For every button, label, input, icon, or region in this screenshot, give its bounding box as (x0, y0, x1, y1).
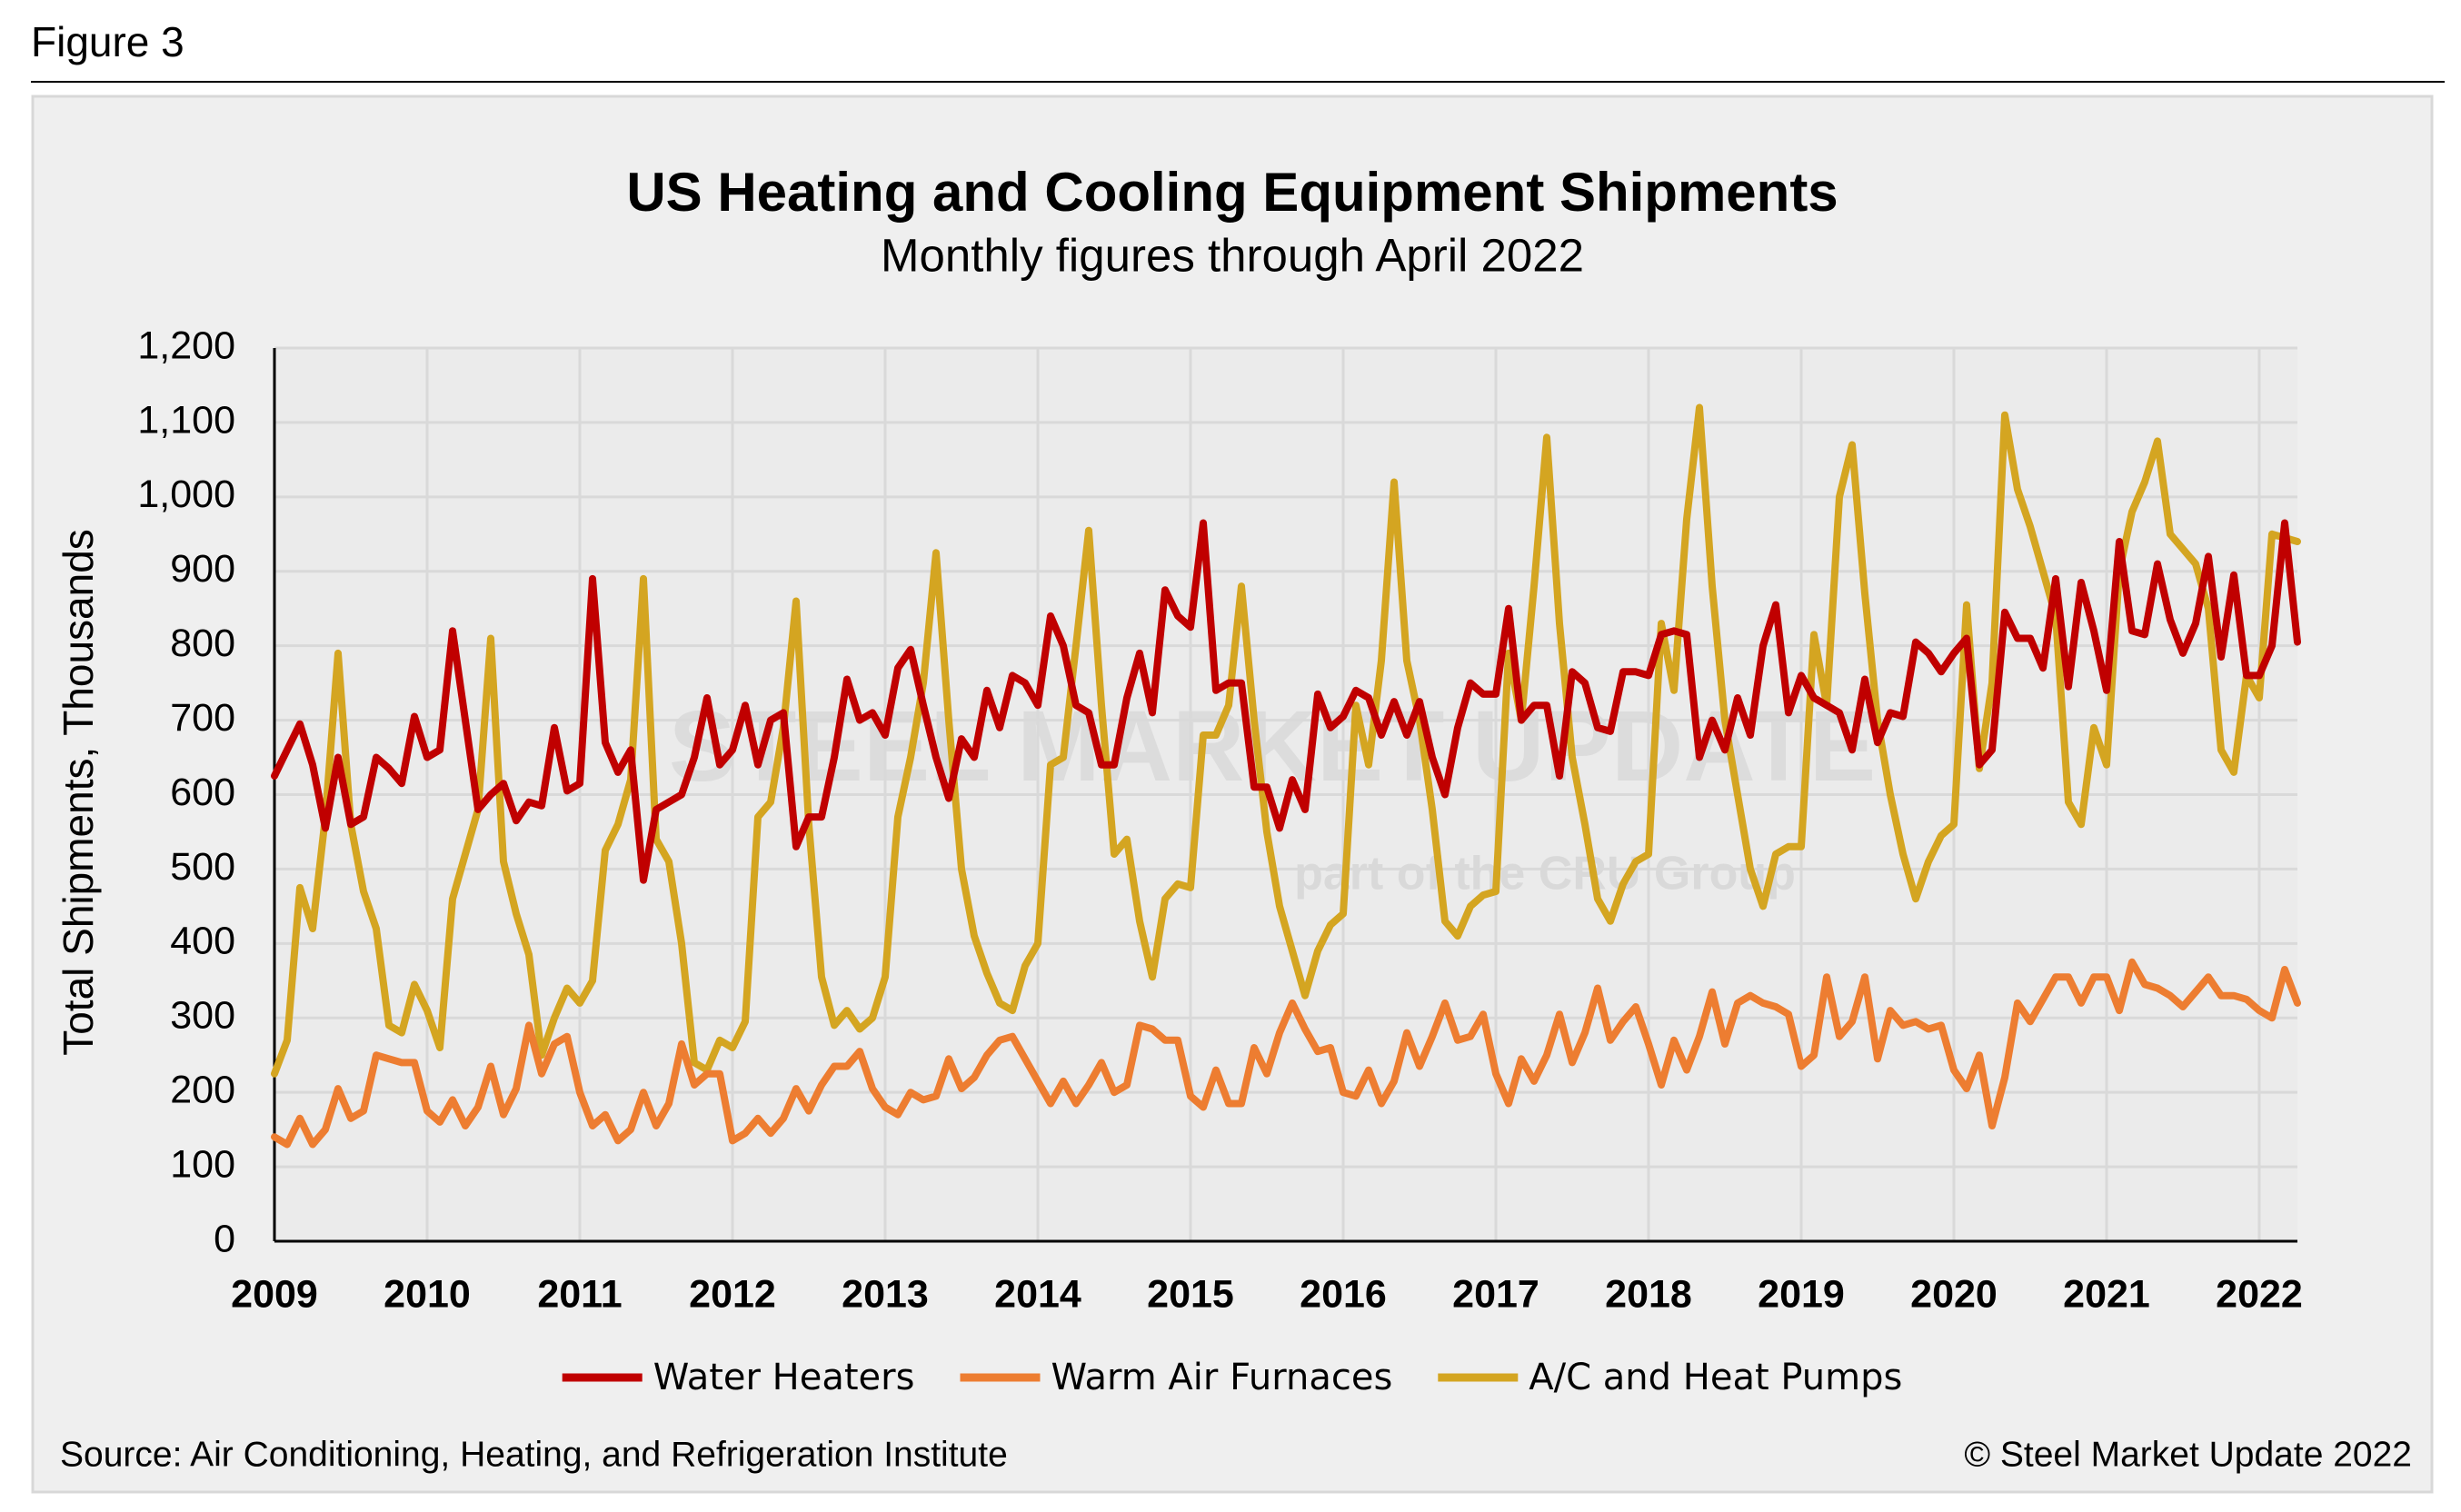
x-tick-label: 2022 (2216, 1272, 2303, 1316)
figure-label: Figure 3 (31, 18, 184, 65)
y-tick-label: 300 (170, 994, 235, 1038)
x-tick-label: 2019 (1758, 1272, 1845, 1316)
x-tick-label: 2013 (842, 1272, 929, 1316)
chart-subtitle: Monthly figures through April 2022 (881, 229, 1584, 281)
legend-item: A/C and Heat Pumps (1438, 1357, 1902, 1398)
x-tick-label: 2015 (1147, 1272, 1234, 1316)
legend-item: Water Heaters (562, 1357, 915, 1398)
x-tick-label: 2016 (1300, 1272, 1387, 1316)
y-axis-label: Total Shipments, Thousands (55, 529, 102, 1056)
y-tick-label: 1,100 (137, 398, 235, 442)
x-tick-label: 2018 (1605, 1272, 1692, 1316)
x-tick-label: 2020 (1910, 1272, 1998, 1316)
series-line (271, 958, 2301, 1149)
watermark: STEEL MARKET UPDATE (669, 691, 1876, 802)
source-note: Source: Air Conditioning, Heating, and R… (60, 1435, 1008, 1474)
y-tick-label: 200 (170, 1069, 235, 1112)
x-tick-label: 2014 (994, 1272, 1081, 1316)
y-tick-label: 800 (170, 622, 235, 665)
y-tick-label: 1,200 (137, 323, 235, 367)
y-tick-label: 400 (170, 920, 235, 963)
x-tick-label: 2009 (231, 1272, 318, 1316)
x-tick-label: 2011 (537, 1272, 622, 1316)
y-tick-label: 0 (214, 1217, 235, 1260)
legend-label: A/C and Heat Pumps (1529, 1357, 1902, 1398)
x-tick-label: 2012 (689, 1272, 776, 1316)
y-tick-label: 700 (170, 696, 235, 740)
series-lines (271, 403, 2301, 1149)
legend-item: Warm Air Furnaces (960, 1357, 1393, 1398)
watermark: part of the CRU Group (1294, 848, 1796, 900)
y-tick-label: 600 (170, 771, 235, 814)
chart-title: US Heating and Cooling Equipment Shipmen… (626, 162, 1838, 223)
legend-label: Warm Air Furnaces (1051, 1357, 1393, 1398)
series-line (271, 519, 2301, 884)
legend: Water Heaters Warm Air Furnaces A/C and He… (562, 1357, 1902, 1398)
x-tick-label: 2017 (1452, 1272, 1539, 1316)
x-tick-label: 2010 (384, 1272, 471, 1316)
y-tick-label: 500 (170, 845, 235, 889)
y-tick-label: 1,000 (137, 472, 235, 516)
y-tick-label: 100 (170, 1142, 235, 1186)
y-tick-label: 900 (170, 547, 235, 591)
series-line (271, 403, 2301, 1078)
copyright: © Steel Market Update 2022 (1964, 1435, 2412, 1474)
x-tick-label: 2021 (2063, 1272, 2150, 1316)
legend-label: Water Heaters (653, 1357, 915, 1398)
